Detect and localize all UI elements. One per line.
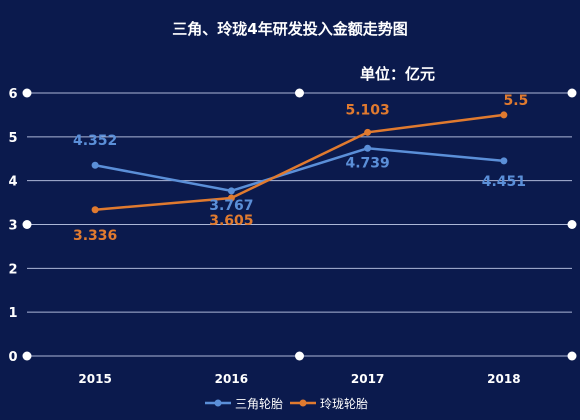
data-label: 4.352: [73, 133, 117, 149]
handle-dot: [567, 351, 577, 361]
handle-dot: [22, 88, 32, 98]
y-tick-label: 2: [8, 262, 17, 277]
handle-dot: [22, 351, 32, 361]
series-line: [94, 147, 504, 193]
handle-dot: [295, 88, 304, 98]
data-label: 4.451: [482, 174, 526, 190]
data-point: [227, 187, 235, 195]
y-tick-label: 1: [8, 306, 17, 321]
data-point: [364, 128, 372, 136]
data-label: 4.739: [345, 155, 389, 171]
unit-label: 单位：亿元: [360, 65, 436, 83]
y-tick-label: 4: [8, 175, 17, 190]
data-label: 5.103: [345, 102, 389, 118]
data-label: 3.336: [73, 228, 117, 244]
handle-dot: [22, 220, 32, 229]
data-point: [227, 194, 235, 202]
legend-swatch-dot: [214, 399, 222, 407]
legend-label: 玲珑轮胎: [320, 397, 368, 411]
handle-dot: [567, 220, 577, 229]
handle-dot: [295, 351, 304, 361]
x-tick-label: 2016: [215, 372, 248, 386]
y-tick-label: 5: [8, 131, 17, 146]
data-label: 3.767: [209, 198, 253, 214]
data-point: [91, 161, 99, 169]
data-point: [500, 111, 508, 119]
chart-title: 三角、玲珑4年研发投入金额走势图: [172, 20, 408, 38]
y-tick-label: 3: [8, 219, 17, 234]
data-point: [364, 144, 372, 152]
data-point: [500, 157, 508, 165]
legend-label: 三角轮胎: [235, 397, 283, 411]
legend-swatch-dot: [299, 399, 307, 407]
data-point: [91, 206, 99, 214]
series-line: [95, 113, 505, 212]
y-tick-label: 6: [8, 87, 17, 102]
handle-dot: [567, 88, 577, 98]
y-tick-label: 0: [8, 350, 17, 365]
x-tick-label: 2015: [78, 372, 111, 386]
data-label: 3.605: [209, 213, 253, 229]
x-tick-label: 2018: [487, 372, 520, 386]
data-label: 5.5: [503, 93, 528, 109]
x-tick-label: 2017: [351, 372, 384, 386]
